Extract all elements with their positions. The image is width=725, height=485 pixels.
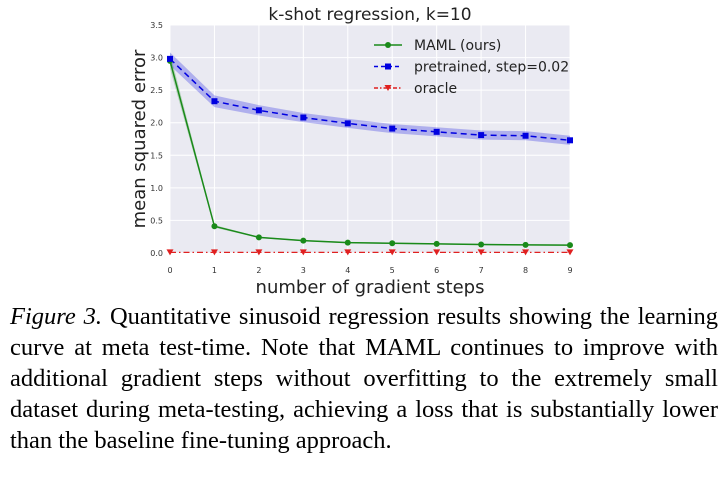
data-point — [167, 55, 173, 62]
data-point — [388, 249, 396, 256]
y-tick-label: 0.0 — [150, 249, 163, 258]
data-point — [566, 249, 574, 256]
y-tick-label: 2.5 — [150, 86, 163, 95]
x-tick-label: 0 — [167, 266, 172, 275]
data-point — [522, 132, 529, 139]
data-point — [255, 107, 262, 114]
x-tick-label: 4 — [345, 266, 350, 275]
legend-label-2: oracle — [414, 81, 457, 97]
series-line-1 — [169, 58, 571, 142]
legend-label-0: MAML (ours) — [414, 38, 501, 54]
data-point — [478, 132, 485, 139]
data-point — [433, 240, 440, 247]
y-tick-label: 3.0 — [150, 54, 163, 63]
series-lines — [169, 58, 571, 253]
data-point — [478, 241, 485, 248]
x-tick-label: 8 — [523, 266, 528, 275]
confidence-bands — [170, 52, 570, 246]
legend-marker-0 — [385, 42, 391, 48]
data-point — [300, 237, 307, 244]
data-point — [433, 249, 441, 256]
y-tick-label: 2.0 — [150, 119, 163, 128]
y-axis-label: mean squared error — [129, 49, 150, 228]
data-point — [211, 98, 218, 105]
x-tick-labels: 0 1 2 3 4 5 6 7 8 9 — [167, 266, 572, 275]
legend-marker-1 — [385, 63, 391, 70]
chart: 0 1 2 3 4 5 6 7 8 9 0.0 0.5 1.0 1.5 2.0 2.5 3.0 3.5 k-sh… — [129, 5, 574, 298]
data-point — [344, 120, 351, 127]
y-tick-label: 3.5 — [150, 21, 163, 30]
series-band-1 — [170, 52, 570, 145]
x-tick-label: 2 — [256, 266, 261, 275]
data-point — [299, 249, 307, 256]
x-axis-label: number of gradient steps — [256, 277, 485, 298]
legend-marker-2 — [384, 85, 392, 91]
chart-title: k-shot regression, k=10 — [268, 5, 471, 25]
data-point — [344, 239, 351, 246]
figure-caption: Figure 3. Quantitative sinusoid regressi… — [10, 301, 718, 456]
legend-label-1: pretrained, step=0.02 — [414, 60, 569, 76]
y-tick-label: 1.0 — [150, 184, 163, 193]
data-point — [389, 240, 396, 247]
legend: MAML (ours) pretrained, step=0.02 oracle — [374, 38, 569, 97]
data-point — [166, 249, 174, 256]
data-point — [211, 223, 218, 230]
data-point — [255, 249, 263, 256]
series-line-0 — [169, 60, 571, 246]
x-tick-label: 1 — [212, 266, 217, 275]
y-tick-labels: 0.0 0.5 1.0 1.5 2.0 2.5 3.0 3.5 — [150, 21, 163, 258]
x-tick-label: 7 — [479, 266, 484, 275]
data-point — [433, 128, 440, 135]
x-tick-label: 6 — [434, 266, 439, 275]
y-tick-label: 1.5 — [150, 151, 163, 160]
data-point — [210, 249, 218, 256]
data-point — [522, 249, 530, 256]
data-point — [567, 242, 573, 249]
data-point — [477, 249, 485, 256]
y-tick-label: 0.5 — [150, 216, 163, 225]
data-point — [522, 241, 529, 248]
x-tick-label: 3 — [301, 266, 306, 275]
x-tick-label: 5 — [390, 266, 395, 275]
data-point — [389, 125, 396, 132]
caption-label: Figure 3. — [10, 303, 103, 330]
plot-background — [170, 25, 570, 253]
data-point — [255, 234, 262, 241]
series-markers — [166, 55, 574, 256]
data-point — [300, 114, 307, 121]
data-point — [567, 137, 573, 144]
x-tick-label: 9 — [567, 266, 572, 275]
caption-text: Quantitative sinusoid regression results… — [10, 303, 718, 454]
data-point — [344, 249, 352, 256]
